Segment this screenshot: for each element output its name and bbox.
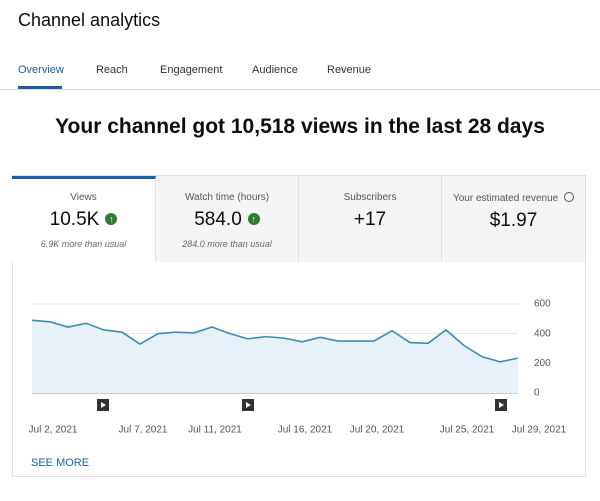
metric-label: Your estimated revenue [442, 192, 585, 204]
metric-note: 284.0 more than usual [182, 239, 272, 249]
metric-value: +17 [353, 209, 387, 230]
play-glyph [101, 402, 106, 408]
metric-number: 10.5K [49, 209, 100, 230]
x-tick-label: Jul 16, 2021 [278, 425, 333, 436]
info-icon[interactable] [564, 192, 575, 202]
play-glyph [246, 402, 251, 408]
metric-note: 6.9K more than usual [40, 239, 127, 249]
play-markers [97, 399, 507, 411]
metric-number: 584.0 [194, 209, 242, 230]
up-icon: ↑ [247, 213, 260, 225]
metric-value: 10.5K ↑ [12, 209, 155, 231]
x-tick-label: Jul 2, 2021 [29, 425, 78, 436]
area [32, 320, 518, 393]
metric-card[interactable]: Views 10.5K ↑ 6.9K more than usual [12, 176, 156, 262]
tab[interactable]: Engagement [160, 64, 223, 76]
panel [12, 175, 586, 477]
metric-card[interactable]: Subscribers +17 [299, 176, 442, 262]
tab[interactable]: Revenue [327, 64, 372, 76]
see-more-link[interactable]: SEE MORE [31, 457, 90, 469]
metric-label: Views [70, 192, 97, 203]
divider [0, 89, 600, 90]
x-tick-label: Jul 20, 2021 [350, 425, 405, 436]
metric-label: Watch time (hours) [184, 192, 270, 203]
headline: Your channel got 10,518 views in the las… [55, 115, 545, 138]
y-tick-label: 600 [534, 299, 551, 310]
metric-value: $1.97 [489, 210, 538, 231]
y-tick-label: 0 [534, 388, 540, 399]
play-glyph [499, 402, 504, 408]
line [31, 319, 519, 363]
metric-label: Subscribers [343, 192, 397, 203]
metric-card[interactable]: Your estimated revenue $1.97 [442, 176, 585, 262]
x-tick-label: Jul 11, 2021 [188, 425, 242, 436]
tab-indicator [18, 86, 62, 89]
y-tick-label: 400 [534, 328, 551, 339]
tab[interactable]: Audience [252, 64, 298, 76]
metric-value: 584.0 ↑ [156, 209, 298, 231]
tab[interactable]: Overview [18, 64, 64, 76]
y-tick-label: 200 [534, 358, 551, 369]
page-title: Channel analytics [18, 10, 161, 30]
x-tick-label: Jul 7, 2021 [119, 425, 168, 436]
x-tick-label: Jul 25, 2021 [440, 425, 495, 436]
chart: 600 400 200 0 Jul 2, 2021 Jul 7, 2021 Jul 11,… [29, 299, 567, 436]
metric-card[interactable]: Watch time (hours) 584.0 ↑ 284.0 more tha… [156, 176, 299, 262]
metric-label-text: Your estimated revenue [452, 193, 559, 204]
tab[interactable]: Reach [96, 64, 128, 76]
up-icon: ↑ [105, 213, 118, 225]
x-tick-label: Jul 29, 2021 [512, 425, 567, 436]
